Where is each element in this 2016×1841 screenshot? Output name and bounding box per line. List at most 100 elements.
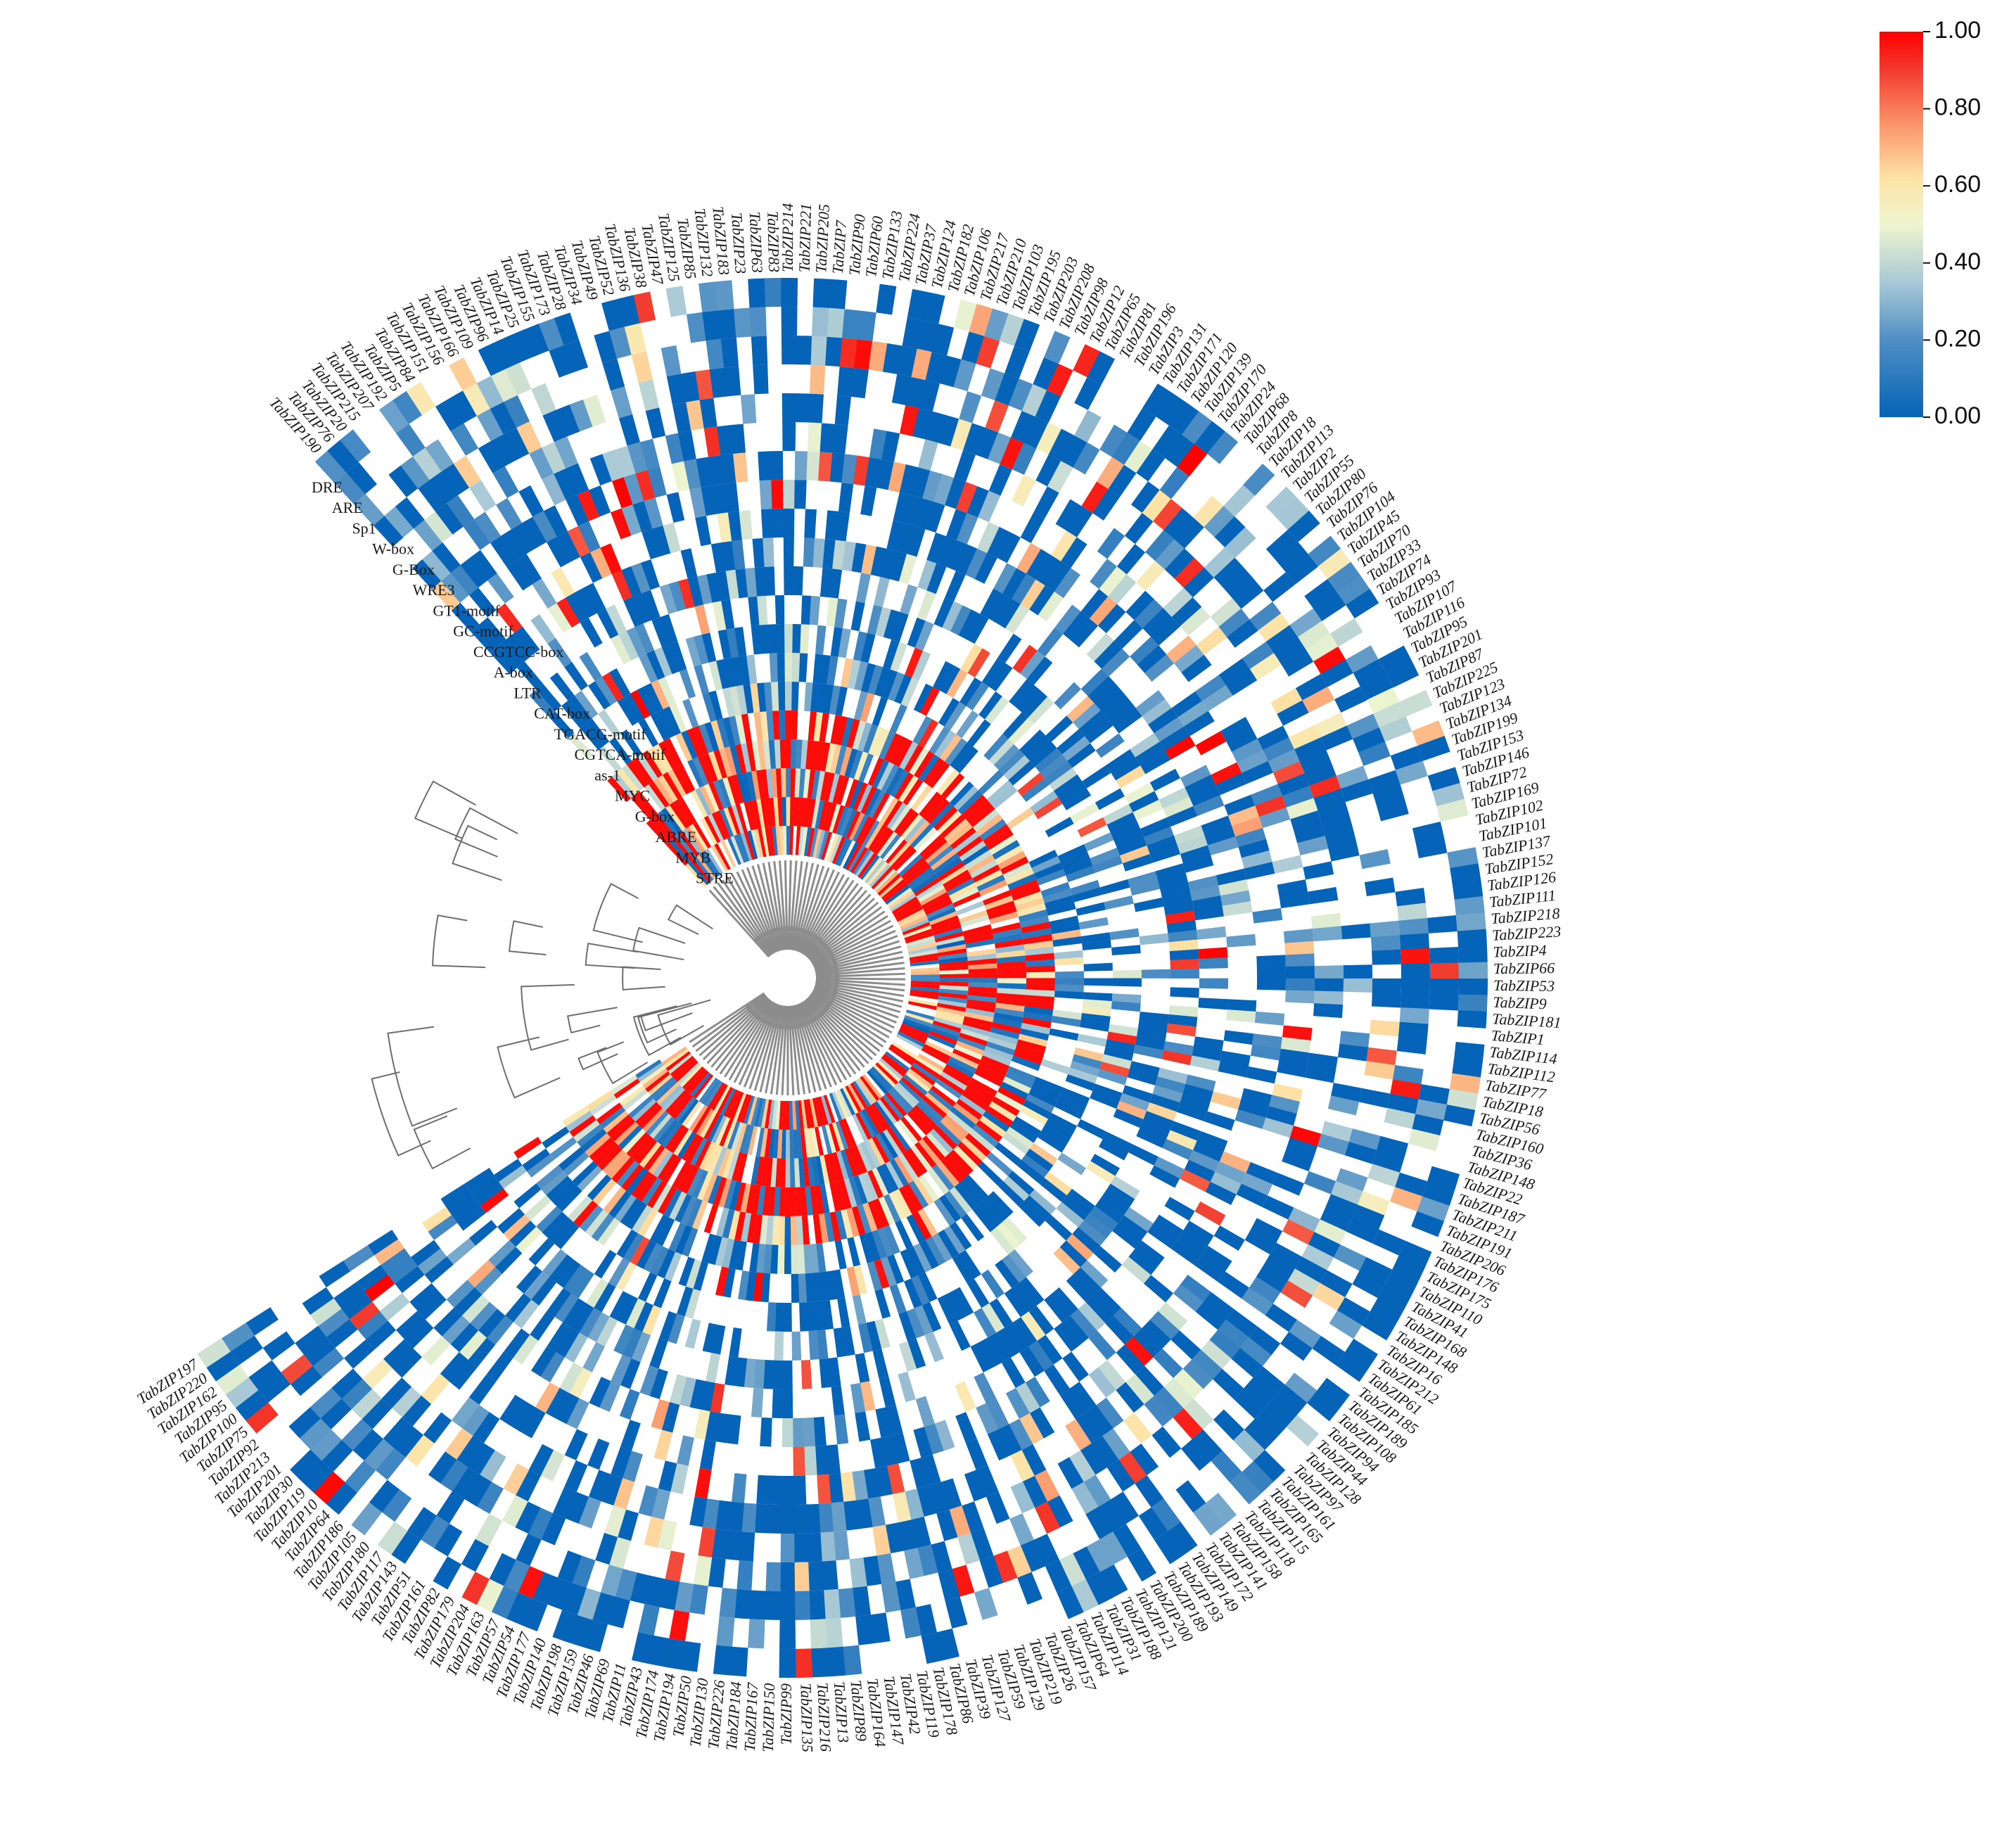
heatmap-cell <box>1199 957 1227 969</box>
heatmap-cell <box>796 1648 812 1678</box>
heatmap-cell <box>793 1505 807 1534</box>
heatmap-cell <box>1021 512 1045 543</box>
heatmap-cell <box>1084 978 1113 986</box>
dendrogram-branch <box>623 967 665 989</box>
colorbar-legend: 1.000.800.600.400.200.00 <box>1880 17 1981 429</box>
heatmap-cell <box>808 1562 824 1591</box>
heatmap-cell <box>981 1270 1004 1299</box>
heatmap-cell <box>751 336 767 365</box>
gene-label: TabZIP4 <box>1493 941 1547 961</box>
gene-label: TabZIP214 <box>779 203 796 272</box>
heatmap-cell <box>784 566 793 595</box>
heatmap-cell <box>1054 990 1084 999</box>
heatmap-cell <box>1272 1173 1304 1196</box>
heatmap-cell <box>945 571 966 601</box>
heatmap-cell <box>808 394 824 423</box>
dendrogram-branch <box>414 1116 471 1168</box>
heatmap-cell <box>587 1439 609 1470</box>
heatmap-cell <box>1370 1020 1400 1037</box>
colorbar-tick-label: 0.80 <box>1934 94 1981 121</box>
heatmap-cell <box>777 653 786 682</box>
heatmap-cell <box>1252 908 1282 924</box>
heatmap-cell <box>611 386 632 418</box>
dendrogram-branch <box>568 1007 617 1033</box>
heatmap-cell <box>1359 849 1390 869</box>
heatmap-cell <box>1430 979 1459 995</box>
motif-label: GT1-motif <box>433 601 500 619</box>
heatmap-cell <box>1049 1028 1078 1041</box>
heatmap-cell <box>872 696 888 726</box>
heatmap-cell <box>1044 1365 1070 1395</box>
heatmap-cell <box>1401 963 1430 979</box>
heatmap-cell <box>810 1619 827 1648</box>
motif-label: STRE <box>696 869 734 887</box>
heatmap-cell <box>1009 1513 1034 1546</box>
heatmap-cell <box>815 625 827 655</box>
heatmap-cell <box>695 1468 712 1498</box>
heatmap-cell <box>780 1591 796 1620</box>
heatmap-cell <box>1104 896 1134 910</box>
colorbar-gradient <box>1880 32 1923 417</box>
heatmap-cell <box>649 1338 668 1368</box>
heatmap-cell <box>1199 979 1228 989</box>
heatmap-cell <box>779 711 786 739</box>
heatmap-cell <box>469 1220 497 1246</box>
dendrogram-branch <box>509 921 546 955</box>
heatmap-cell <box>1144 1275 1173 1302</box>
heatmap-cell <box>765 1591 780 1620</box>
heatmap-cell <box>783 480 795 509</box>
heatmap-cell <box>654 1429 673 1460</box>
heatmap-cell <box>781 336 797 364</box>
heatmap-cell <box>760 480 772 509</box>
heatmap-cell <box>632 351 653 383</box>
motif-label: MYB <box>675 848 710 866</box>
heatmap-cell <box>774 1332 784 1361</box>
dendrogram-branch <box>372 1072 431 1156</box>
heatmap-cell <box>1038 628 1064 656</box>
heatmap-cell <box>860 486 876 516</box>
heatmap-cell <box>761 509 773 538</box>
heatmap-cell <box>784 537 794 566</box>
heatmap-cell <box>666 286 687 317</box>
heatmap-cell <box>778 682 786 711</box>
heatmap-cell <box>822 1560 838 1590</box>
heatmap-cell <box>853 1294 867 1325</box>
heatmap-cell <box>793 1447 805 1476</box>
heatmap-cell <box>1123 1413 1152 1444</box>
heatmap-cell <box>1458 995 1488 1012</box>
heatmap-cell <box>1113 970 1142 979</box>
heatmap-cell <box>750 307 767 337</box>
dendrogram-branch <box>388 1027 457 1126</box>
heatmap-cell <box>838 1588 855 1618</box>
heatmap-cell <box>786 768 791 797</box>
heatmap-cell <box>789 826 793 855</box>
heatmap-cell <box>955 1381 976 1412</box>
heatmap-cell <box>800 624 810 654</box>
heatmap-cell <box>875 1289 891 1319</box>
heatmap-cell <box>551 567 575 597</box>
heatmap-cell <box>834 1415 848 1445</box>
heatmap-cell <box>1170 969 1199 979</box>
heatmap-cell <box>1344 964 1372 979</box>
heatmap-cell <box>770 451 783 480</box>
heatmap-cell <box>1308 887 1338 905</box>
heatmap-cell <box>1082 765 1111 789</box>
heatmap-cell <box>1198 998 1227 1009</box>
heatmap-cell <box>810 365 826 395</box>
heatmap-cell <box>1397 1036 1427 1055</box>
heatmap-cell <box>1226 934 1256 948</box>
heatmap-cell <box>781 278 798 307</box>
heatmap-cell <box>1456 912 1486 931</box>
heatmap-cell <box>890 704 907 733</box>
heatmap-cell <box>1034 486 1059 518</box>
heatmap-cell <box>1070 803 1099 824</box>
heatmap-cell <box>1371 935 1401 951</box>
heatmap-cell <box>1459 962 1488 979</box>
heatmap-cell <box>718 309 736 339</box>
heatmap-cell <box>1113 978 1142 986</box>
heatmap-cell <box>1284 929 1313 943</box>
heatmap-cell <box>835 1240 847 1269</box>
heatmap-cell <box>721 338 739 368</box>
heatmap-cell <box>815 1446 829 1475</box>
heatmap-cell <box>786 1101 789 1130</box>
